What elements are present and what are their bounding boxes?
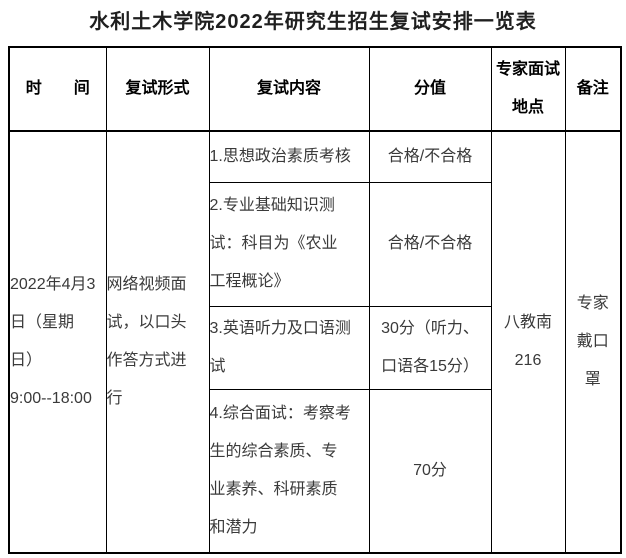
table-row: 2.专业基础知识测 试：科目为《农业 工程概论》 合格/不合格 xyxy=(9,181,621,307)
content-cell-4: 4.综合面试：考察考 生的综合素质、专 业素养、科研素质 和潜力 xyxy=(208,388,370,554)
remark-cell: 专家 戴口 罩 xyxy=(564,130,622,554)
header-row: 时 间 复试形式 复试内容 分值 专家面试 地点 备注 xyxy=(8,46,622,132)
content-cell-3: 3.英语听力及口语测 试 xyxy=(208,305,370,390)
col-header-location: 专家面试 地点 xyxy=(490,46,566,132)
page-title: 水利土木学院2022年研究生招生复试安排一览表 xyxy=(89,11,537,33)
table-row: 4.综合面试：考察考 生的综合素质、专 业素养、科研素质 和潜力 70分 xyxy=(9,388,621,554)
time-cell: 2022年4月3 日（星期日） 9:00--18:00 xyxy=(8,130,107,554)
col-header-content: 复试内容 xyxy=(208,46,370,132)
score-cell-4: 70分 xyxy=(368,388,492,554)
schedule-table: 时 间 复试形式 复试内容 分值 专家面试 地点 备注 2022年4月3 日（星… xyxy=(8,46,622,554)
content-cell-2: 2.专业基础知识测 试：科目为《农业 工程概论》 xyxy=(208,181,370,307)
format-cell: 网络视频面 试，以口头 作答方式进 行 xyxy=(105,130,210,554)
col-header-time: 时 间 xyxy=(8,46,107,132)
col-header-format: 复试形式 xyxy=(105,46,210,132)
content-cell-1: 1.思想政治素质考核 xyxy=(208,130,370,183)
col-header-remark: 备注 xyxy=(564,46,622,132)
score-cell-3: 30分（听力、 口语各15分） xyxy=(368,305,492,390)
location-cell: 八教南 216 xyxy=(490,130,566,554)
score-cell-2: 合格/不合格 xyxy=(368,181,492,307)
table-row: 3.英语听力及口语测 试 30分（听力、 口语各15分） xyxy=(9,305,621,390)
table-row: 2022年4月3 日（星期日） 9:00--18:00 网络视频面 试，以口头 … xyxy=(8,130,622,554)
score-cell-1: 合格/不合格 xyxy=(368,130,492,183)
col-header-score: 分值 xyxy=(368,46,492,132)
